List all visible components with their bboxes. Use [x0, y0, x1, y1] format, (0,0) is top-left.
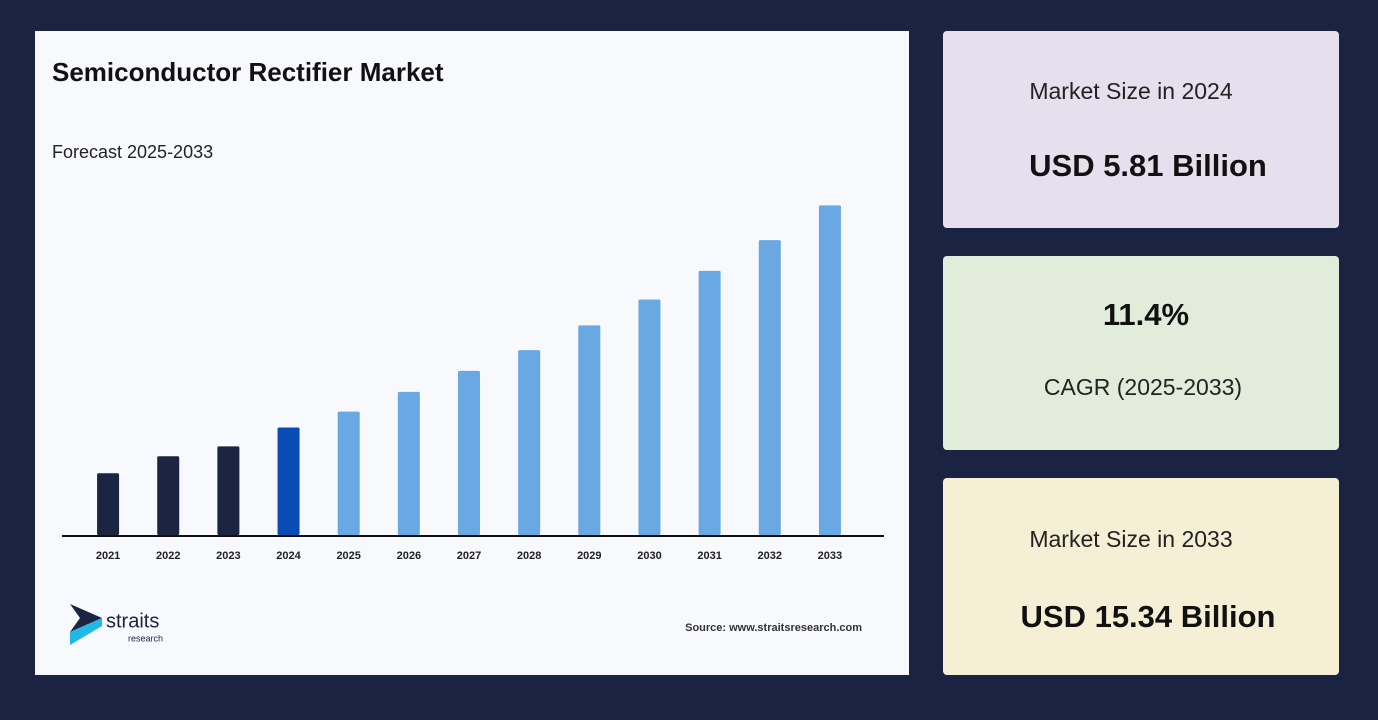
- x-tick-label: 2031: [697, 550, 721, 562]
- card: [943, 478, 1339, 675]
- chart-subtitle: Forecast 2025-2033: [52, 142, 213, 162]
- card-label: Market Size in 2033: [1029, 526, 1232, 552]
- x-tick-label: 2025: [336, 550, 360, 562]
- x-tick-label: 2026: [397, 550, 421, 562]
- bar: [698, 270, 721, 535]
- logo-name: straits: [106, 610, 159, 632]
- bar: [97, 473, 120, 535]
- card-value: 11.4%: [1103, 297, 1189, 332]
- chart-title: Semiconductor Rectifier Market: [52, 57, 444, 87]
- card-value: USD 15.34 Billion: [1021, 599, 1276, 634]
- bar: [518, 350, 541, 535]
- bar: [217, 446, 240, 535]
- bar: [638, 299, 661, 535]
- card-value: USD 5.81 Billion: [1029, 148, 1267, 183]
- x-tick-label: 2033: [818, 550, 842, 562]
- bar: [458, 370, 480, 535]
- logo-mark: [70, 604, 102, 632]
- card: [943, 256, 1339, 450]
- x-tick-label: 2023: [216, 550, 240, 562]
- source: Source: www.straitsresearch.com: [685, 622, 862, 634]
- bar: [337, 411, 360, 535]
- x-tick-label: 2030: [637, 550, 661, 562]
- x-tick-label: 2024: [276, 550, 301, 562]
- bar: [818, 205, 841, 535]
- logo-mark: [70, 618, 102, 645]
- x-tick-label: 2022: [156, 550, 180, 562]
- x-tick-label: 2032: [758, 550, 782, 562]
- card-label: CAGR (2025-2033): [1044, 374, 1242, 400]
- bar: [758, 240, 781, 536]
- x-tick-label: 2029: [577, 550, 601, 562]
- logo: straits research: [70, 604, 163, 645]
- bar: [157, 456, 180, 535]
- card: [943, 31, 1339, 228]
- bar: [277, 427, 300, 535]
- bar: [397, 391, 420, 535]
- x-tick-label: 2027: [457, 550, 481, 562]
- x-tick-label: 2028: [517, 550, 541, 562]
- x-tick-label: 2021: [96, 550, 120, 562]
- card-label: Market Size in 2024: [1029, 78, 1232, 104]
- bar: [578, 325, 601, 535]
- logo-tagline: research: [128, 633, 163, 643]
